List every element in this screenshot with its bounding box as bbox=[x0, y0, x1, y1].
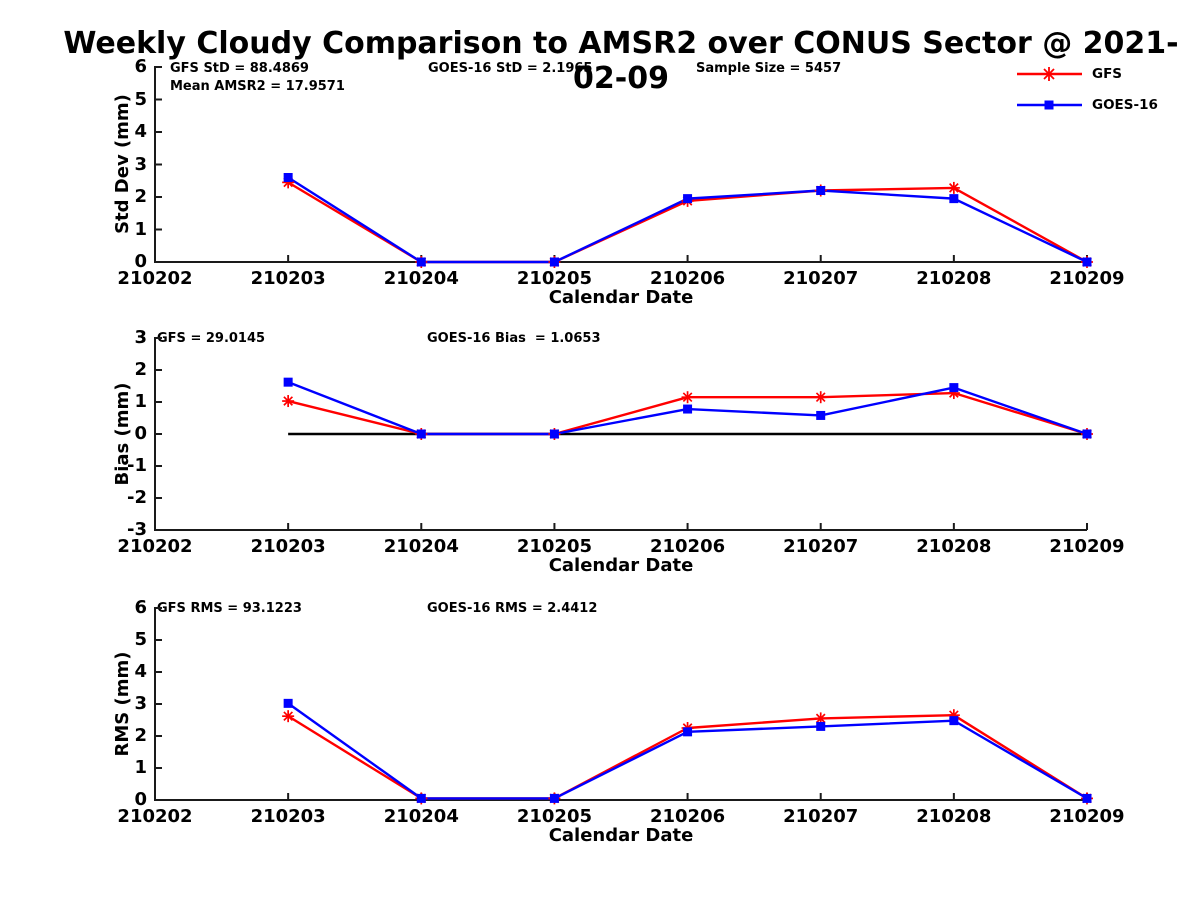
legend-label-goes16: GOES-16 bbox=[1092, 97, 1158, 113]
x-tick-label: 210209 bbox=[1049, 536, 1125, 557]
x-axis-label-2: Calendar Date bbox=[548, 555, 694, 576]
x-tick-label: 210205 bbox=[516, 806, 592, 827]
plot-area-std-dev bbox=[154, 66, 1093, 268]
x-tick-label: 210205 bbox=[516, 268, 592, 289]
goes16-line-marker-icon bbox=[1017, 100, 1082, 110]
y-tick-label: 4 bbox=[134, 661, 147, 682]
series-line-goes-16 bbox=[287, 176, 1088, 264]
annotation-mean-amsr2: Mean AMSR2 = 17.9571 bbox=[170, 79, 345, 94]
y-tick-label: 2 bbox=[134, 359, 147, 380]
y-tick-label: 1 bbox=[134, 391, 147, 412]
x-tick-label: 210208 bbox=[916, 806, 992, 827]
y-tick-label: 2 bbox=[134, 725, 147, 746]
y-tick-label: 5 bbox=[134, 88, 147, 110]
legend-item-gfs: GFS bbox=[1016, 66, 1122, 82]
series-line-goes-16 bbox=[287, 702, 1088, 800]
y-tick-label: 0 bbox=[134, 423, 147, 444]
x-tick-label: 210207 bbox=[783, 268, 859, 289]
y-tick-label: -1 bbox=[127, 455, 147, 476]
x-tick-label: 210207 bbox=[783, 536, 859, 557]
y-tick-label: 6 bbox=[134, 597, 147, 618]
x-tick-label: 210208 bbox=[916, 268, 992, 289]
x-axis-label-1: Calendar Date bbox=[548, 287, 694, 308]
annotation-gfs-std: GFS StD = 88.4869 bbox=[170, 61, 309, 76]
y-tick-label: -2 bbox=[127, 487, 147, 508]
x-tick-label: 210202 bbox=[117, 806, 193, 827]
chart-title: Weekly Cloudy Comparison to AMSR2 over C… bbox=[63, 26, 1179, 96]
annotation-goes16-bias: GOES-16 Bias = 1.0653 bbox=[427, 331, 601, 346]
y-tick-label: 3 bbox=[134, 153, 147, 175]
x-tick-label: 210206 bbox=[649, 268, 726, 289]
y-tick-label: 4 bbox=[134, 121, 147, 142]
x-tick-label: 210202 bbox=[117, 268, 193, 289]
x-tick-label: 210205 bbox=[516, 536, 592, 557]
y-tick-label: 6 bbox=[134, 56, 147, 77]
plot-area-rms bbox=[154, 607, 1093, 805]
x-tick-label: 210203 bbox=[250, 268, 326, 289]
annotation-sample-size: Sample Size = 5457 bbox=[696, 61, 842, 76]
x-tick-label: 210206 bbox=[649, 536, 726, 557]
gfs-line-marker-icon bbox=[1017, 67, 1082, 81]
legend: GFS GOES-16 bbox=[1016, 66, 1186, 116]
y-tick-label: 1 bbox=[134, 218, 147, 240]
x-tick-label: 210204 bbox=[383, 536, 459, 557]
x-tick-label: 210207 bbox=[783, 806, 859, 827]
y-tick-label: 1 bbox=[134, 757, 147, 778]
y-tick-label: 0 bbox=[134, 789, 147, 810]
x-tick-label: 210203 bbox=[250, 536, 326, 557]
legend-item-goes16: GOES-16 bbox=[1016, 97, 1158, 113]
x-tick-label: 210204 bbox=[383, 806, 459, 827]
annotation-goes16-std: GOES-16 StD = 2.1965 bbox=[428, 61, 593, 76]
annotation-gfs-rms: GFS RMS = 93.1223 bbox=[157, 601, 302, 616]
y-tick-label: 5 bbox=[134, 629, 147, 650]
x-tick-label: 210208 bbox=[916, 536, 992, 557]
x-tick-label: 210209 bbox=[1049, 268, 1125, 289]
annotation-gfs-bias: GFS = 29.0145 bbox=[157, 331, 266, 346]
annotation-goes16-rms: GOES-16 RMS = 2.4412 bbox=[427, 601, 598, 616]
legend-label-gfs: GFS bbox=[1092, 66, 1123, 82]
y-tick-label: 3 bbox=[134, 327, 147, 348]
x-tick-label: 210206 bbox=[649, 806, 726, 827]
x-axis-label-3: Calendar Date bbox=[548, 825, 694, 846]
y-tick-label: 0 bbox=[134, 251, 147, 272]
x-tick-label: 210209 bbox=[1049, 806, 1125, 827]
y-tick-label: 3 bbox=[134, 693, 147, 714]
plot-area-bias bbox=[154, 337, 1093, 531]
y-tick-label: -3 bbox=[127, 519, 147, 540]
x-tick-label: 210203 bbox=[250, 806, 326, 827]
x-tick-label: 210202 bbox=[117, 536, 193, 557]
x-tick-label: 210204 bbox=[383, 268, 459, 289]
y-tick-label: 2 bbox=[134, 186, 147, 207]
